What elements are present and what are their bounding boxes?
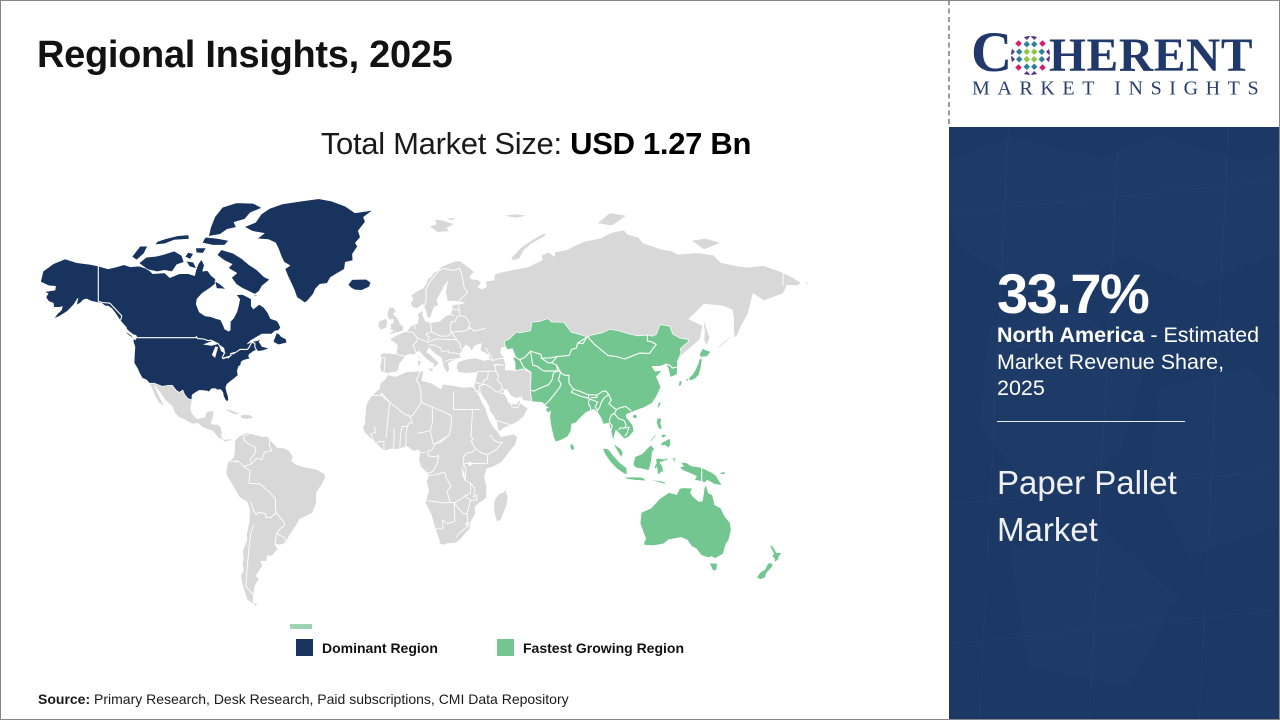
svg-text:HERENT: HERENT xyxy=(1049,30,1253,82)
svg-text:C: C xyxy=(971,21,1012,84)
svg-text:MARKET INSIGHTS: MARKET INSIGHTS xyxy=(972,78,1266,100)
